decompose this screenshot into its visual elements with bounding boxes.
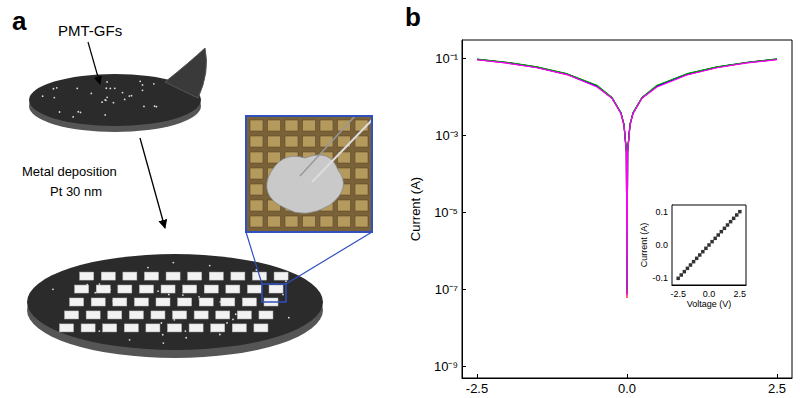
svg-text:Current (A): Current (A) xyxy=(408,177,423,241)
svg-text:10⁻⁹: 10⁻⁹ xyxy=(434,359,458,374)
svg-text:0.0: 0.0 xyxy=(618,381,636,396)
svg-text:0.0: 0.0 xyxy=(655,240,668,250)
svg-text:PMT-GFs: PMT-GFs xyxy=(58,22,122,39)
svg-text:10⁻¹: 10⁻¹ xyxy=(435,51,458,66)
svg-text:Metal deposition: Metal deposition xyxy=(22,164,117,179)
svg-text:2.5: 2.5 xyxy=(768,381,786,396)
svg-text:-2.5: -2.5 xyxy=(670,289,686,299)
svg-text:Pt 30 nm: Pt 30 nm xyxy=(50,184,102,199)
svg-text:0.1: 0.1 xyxy=(655,207,668,217)
svg-text:-2.5: -2.5 xyxy=(466,381,488,396)
svg-text:a: a xyxy=(12,6,27,36)
svg-text:Voltage (V): Voltage (V) xyxy=(687,299,732,309)
svg-text:10⁻⁷: 10⁻⁷ xyxy=(435,282,458,297)
svg-text:10⁻⁵: 10⁻⁵ xyxy=(434,205,458,220)
svg-text:2.5: 2.5 xyxy=(734,289,747,299)
svg-text:b: b xyxy=(405,2,421,32)
svg-text:-0.1: -0.1 xyxy=(652,273,668,283)
svg-text:Current (A): Current (A) xyxy=(639,223,649,268)
svg-text:10⁻³: 10⁻³ xyxy=(435,128,458,143)
svg-text:0.0: 0.0 xyxy=(703,289,716,299)
